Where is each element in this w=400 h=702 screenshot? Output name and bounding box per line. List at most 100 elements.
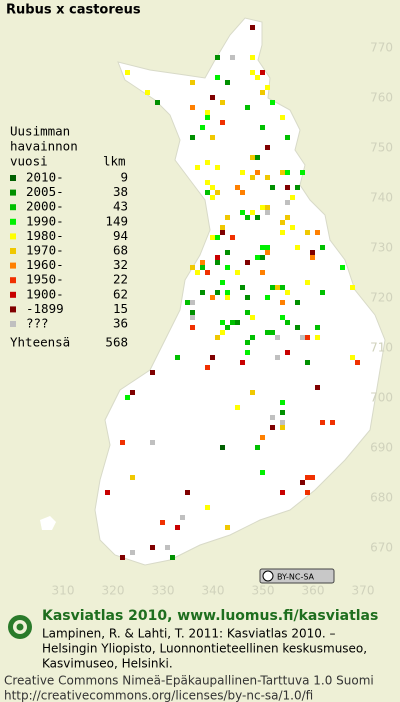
grid-x-label: 340 <box>202 584 225 598</box>
observation-square <box>285 290 290 295</box>
observation-square <box>120 440 125 445</box>
observation-square <box>150 545 155 550</box>
logo-core <box>16 623 24 631</box>
observation-square <box>250 210 255 215</box>
observation-square <box>280 220 285 225</box>
observation-square <box>245 260 250 265</box>
observation-square <box>355 360 360 365</box>
observation-square <box>225 80 230 85</box>
observation-square <box>245 215 250 220</box>
observation-square <box>275 335 280 340</box>
legend-label: 2010- <box>26 170 64 185</box>
observation-square <box>295 325 300 330</box>
legend-swatch <box>10 218 16 225</box>
observation-square <box>235 405 240 410</box>
observation-square <box>120 555 125 560</box>
observation-square <box>215 235 220 240</box>
observation-square <box>220 280 225 285</box>
grid-y-label: 750 <box>370 141 393 155</box>
observation-square <box>265 210 270 215</box>
observation-square <box>190 135 195 140</box>
observation-square <box>215 260 220 265</box>
observation-square <box>220 230 225 235</box>
legend-count: 36 <box>113 316 128 331</box>
observation-square <box>320 290 325 295</box>
observation-square <box>265 295 270 300</box>
citation-line: Kasvimuseo, Helsinki. <box>42 657 173 671</box>
observation-square <box>190 325 195 330</box>
observation-square <box>235 185 240 190</box>
badge-text: BY-NC-SA <box>277 573 315 582</box>
observation-square <box>265 330 270 335</box>
observation-square <box>265 85 270 90</box>
observation-square <box>285 200 290 205</box>
observation-square <box>200 265 205 270</box>
observation-square <box>190 105 195 110</box>
observation-square <box>195 165 200 170</box>
grid-y-label: 760 <box>370 91 393 105</box>
legend-swatch <box>10 175 16 181</box>
observation-square <box>250 155 255 160</box>
observation-square <box>215 190 220 195</box>
observation-square <box>260 255 265 260</box>
observation-square <box>285 185 290 190</box>
observation-square <box>260 270 265 275</box>
observation-square <box>205 160 210 165</box>
observation-square <box>260 205 265 210</box>
map-title: Rubus x castoreus <box>6 3 141 18</box>
legend-count: 9 <box>120 170 128 185</box>
observation-square <box>105 490 110 495</box>
observation-square <box>260 90 265 95</box>
observation-square <box>300 335 305 340</box>
observation-square <box>255 445 260 450</box>
observation-square <box>125 70 130 75</box>
observation-square <box>300 170 305 175</box>
grid-y-labels: 770 760 750 740 730 720 710 700 690 680 670 <box>370 41 393 555</box>
observation-square <box>160 520 165 525</box>
legend-swatch <box>10 233 16 240</box>
badge-frame <box>259 568 335 584</box>
observation-square <box>290 225 295 230</box>
observation-square <box>285 215 290 220</box>
grid-x-label: 320 <box>102 584 125 598</box>
observation-square <box>220 320 225 325</box>
legend-heading: havainnon <box>10 139 78 154</box>
legend-count: 68 <box>113 243 128 258</box>
legend-swatch <box>10 262 16 269</box>
observation-square <box>200 290 205 295</box>
license-badge: BY-NC-SA <box>259 568 335 584</box>
observation-square <box>350 285 355 290</box>
observation-square <box>305 280 310 285</box>
observation-square <box>230 235 235 240</box>
observation-square <box>285 350 290 355</box>
observation-square <box>280 490 285 495</box>
observation-square <box>250 175 255 180</box>
observation-square <box>205 270 210 275</box>
grid-x-label: 350 <box>252 584 275 598</box>
observation-square <box>280 400 285 405</box>
legend-swatch <box>10 321 16 327</box>
observation-square <box>255 170 260 175</box>
observation-square <box>225 325 230 330</box>
observation-square <box>240 170 245 175</box>
observation-square <box>215 335 220 340</box>
legend-count: 62 <box>113 286 128 301</box>
legend-label: 1900- <box>26 286 64 301</box>
observation-square <box>220 225 225 230</box>
observation-square <box>280 425 285 430</box>
legend-count: 38 <box>113 184 128 199</box>
observation-square <box>270 330 275 335</box>
legend-count: 94 <box>113 228 128 243</box>
legend-swatch <box>10 291 16 298</box>
observation-square <box>275 285 280 290</box>
observation-square <box>265 250 270 255</box>
observation-square <box>245 310 250 315</box>
observation-square <box>305 475 310 480</box>
observation-square <box>230 55 235 60</box>
legend-total-label: Yhteensä <box>10 335 70 350</box>
observation-square <box>190 315 195 320</box>
grid-y-label: 690 <box>370 441 393 455</box>
observation-squares <box>105 25 360 560</box>
citation-line: Lampinen, R. & Lahti, T. 2011: Kasviatla… <box>42 627 336 641</box>
